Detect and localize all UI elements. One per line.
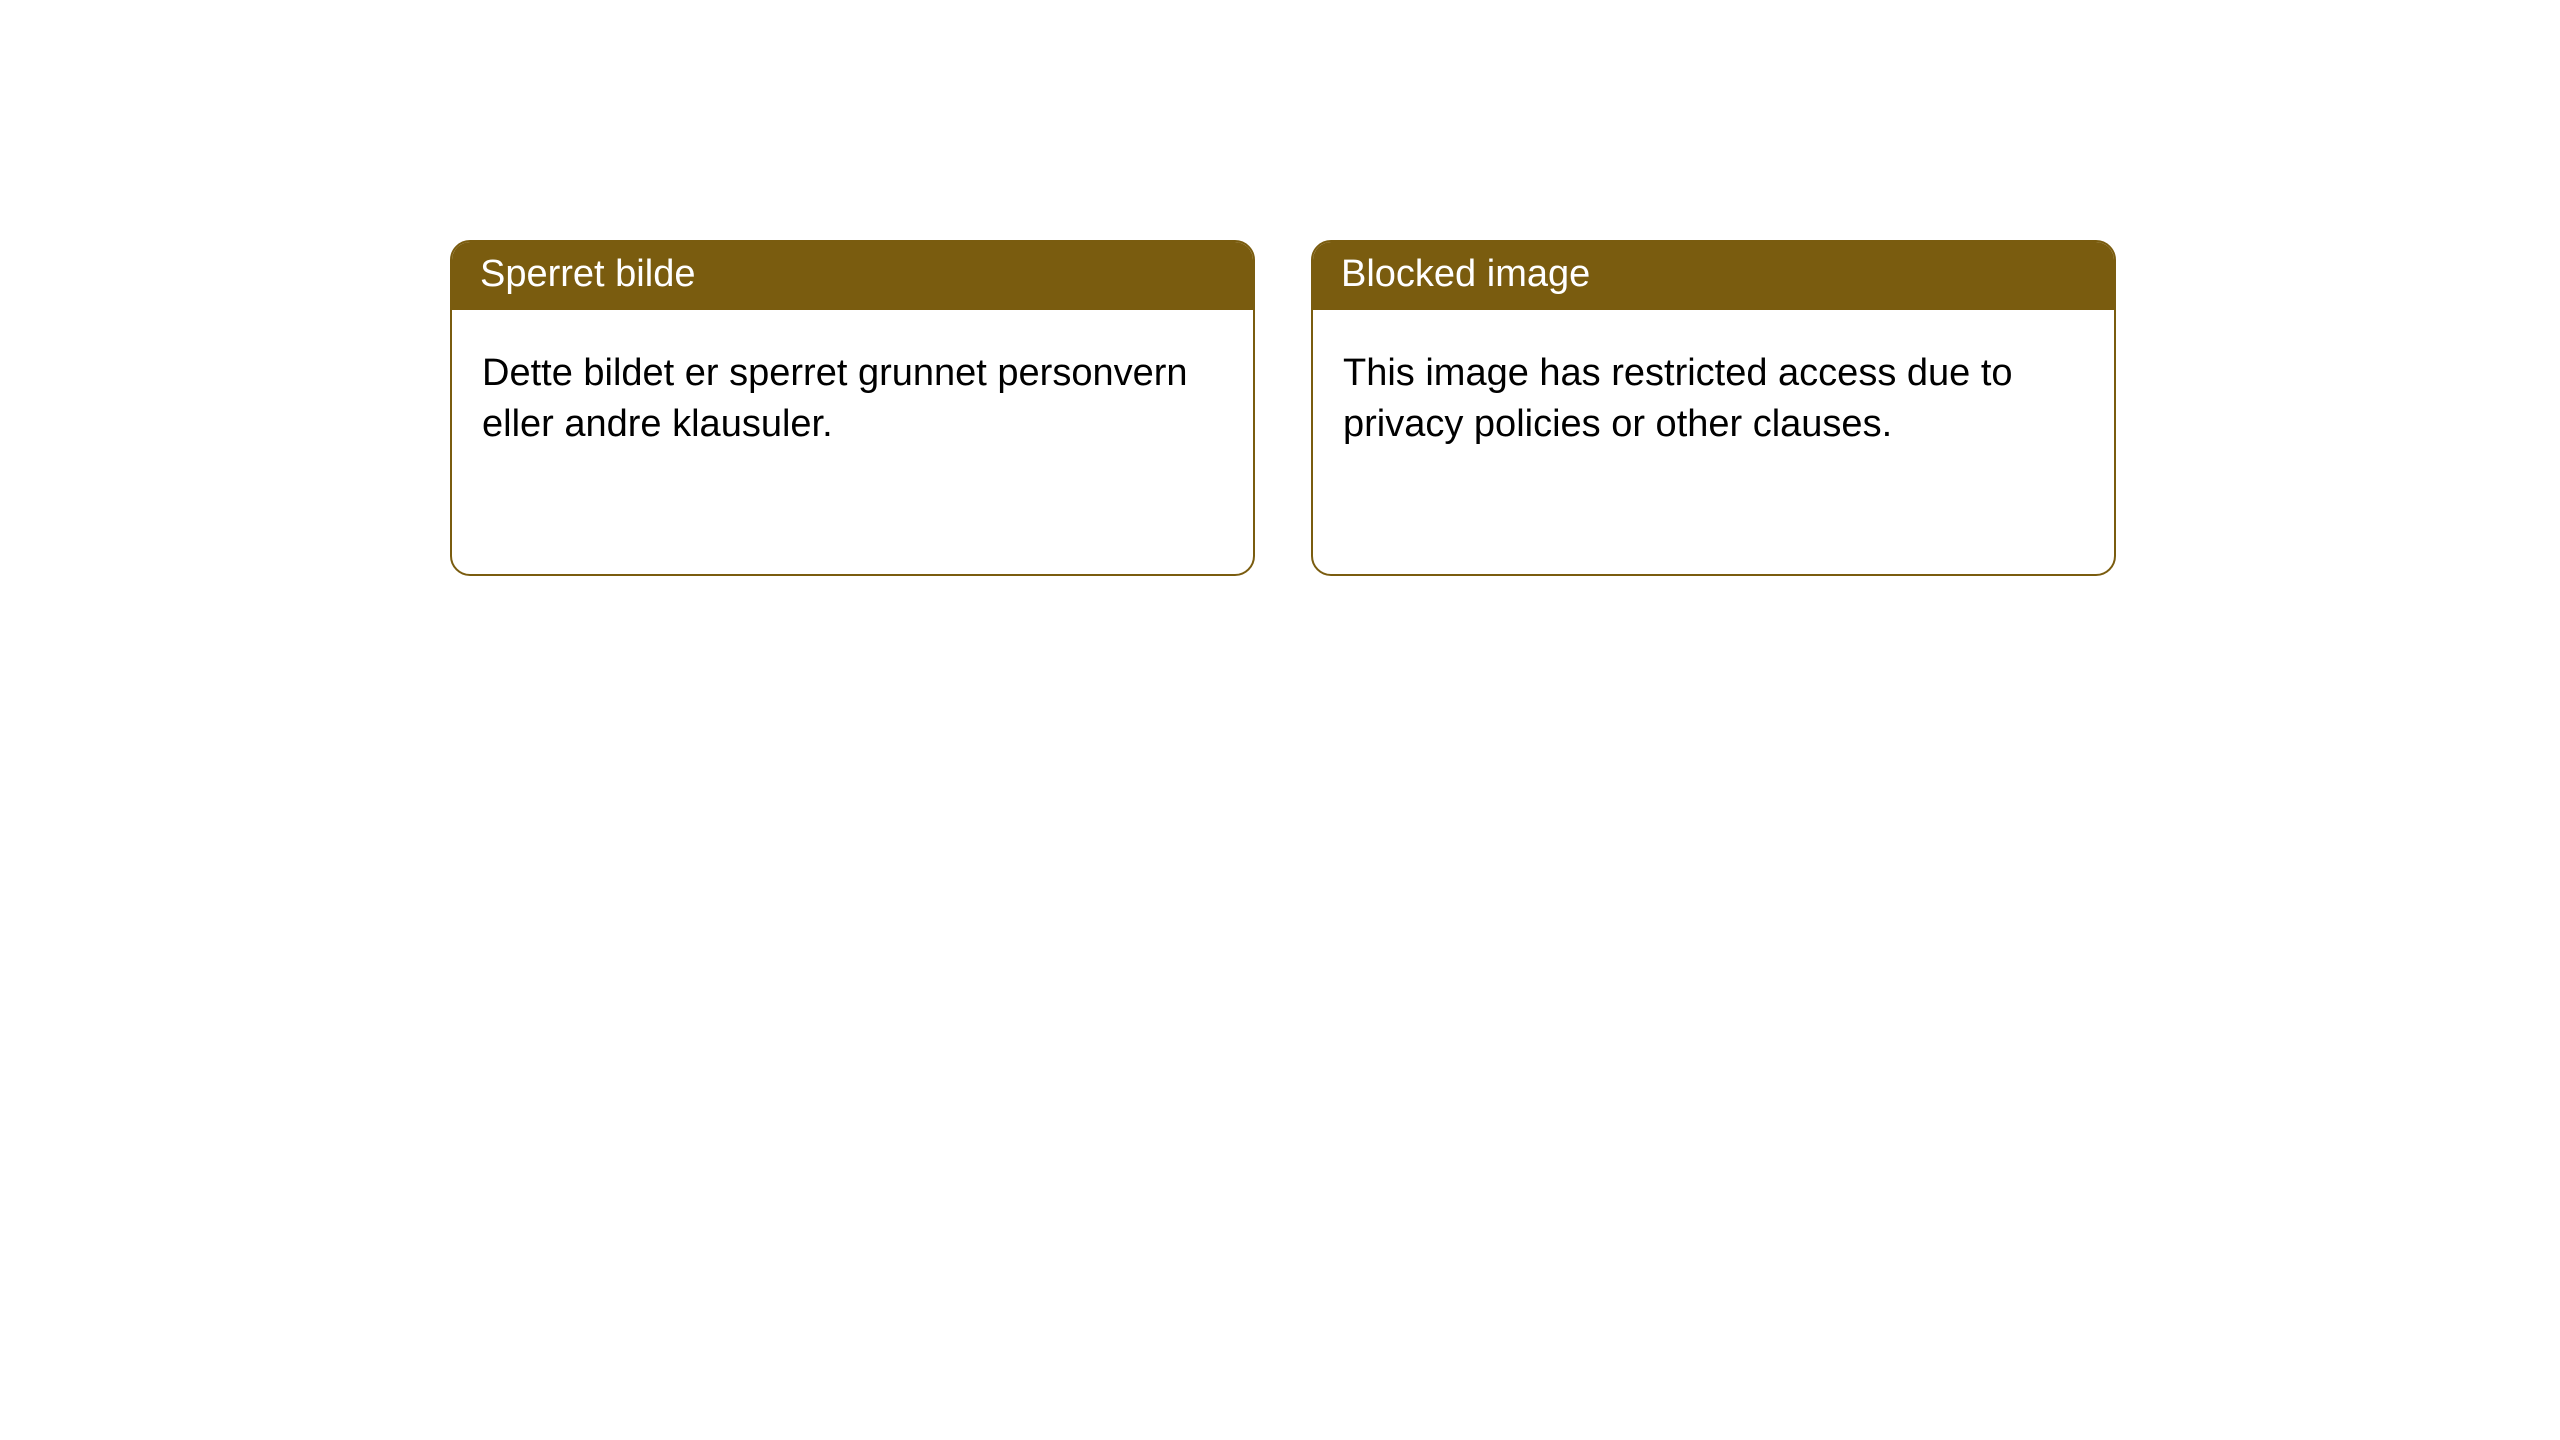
notice-header: Sperret bilde [452,242,1253,310]
notice-body: Dette bildet er sperret grunnet personve… [452,310,1253,481]
notice-container: Sperret bilde Dette bildet er sperret gr… [0,0,2560,576]
notice-body: This image has restricted access due to … [1313,310,2114,481]
notice-card-norwegian: Sperret bilde Dette bildet er sperret gr… [450,240,1255,576]
notice-header: Blocked image [1313,242,2114,310]
notice-card-english: Blocked image This image has restricted … [1311,240,2116,576]
